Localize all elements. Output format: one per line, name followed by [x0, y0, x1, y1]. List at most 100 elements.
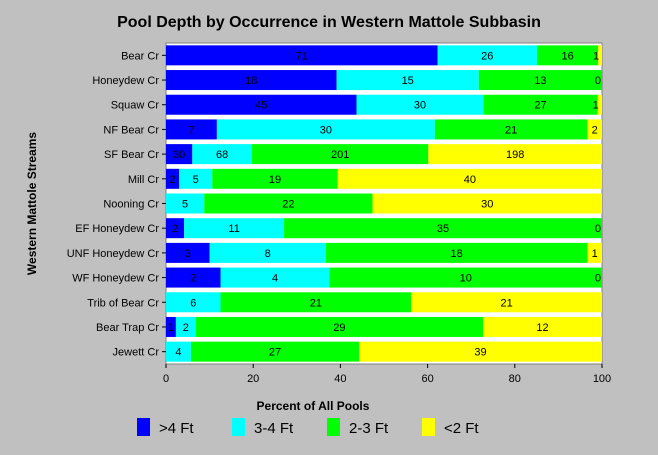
bar-segment [166, 292, 221, 313]
bar-segment [587, 119, 602, 140]
data-label: 16 [561, 50, 573, 62]
data-label: 30 [481, 199, 493, 211]
data-label: 1 [593, 50, 599, 62]
data-label: 2 [592, 124, 598, 136]
bar-segment [434, 119, 588, 140]
bar-segment [220, 267, 330, 288]
legend-swatch [137, 418, 150, 436]
x-tick-label: 60 [421, 373, 433, 385]
bar-segment [216, 119, 435, 140]
category-label: NF Bear Cr [103, 124, 159, 136]
data-label: 6 [190, 297, 196, 309]
category-label: Bear Cr [121, 50, 159, 62]
bar-segment [166, 144, 193, 165]
data-label: 0 [595, 75, 601, 87]
bar-segment [598, 45, 602, 66]
category-label: Trib of Bear Cr [87, 297, 159, 309]
bar-segment [204, 193, 373, 214]
bar-segment [428, 144, 602, 165]
category-labels: Bear Cr Honeydew Cr Squaw Cr NF Bear Cr SF B… [67, 50, 166, 359]
bar-segment [483, 94, 598, 115]
x-tick-label: 0 [163, 373, 169, 385]
data-label: 2 [172, 223, 178, 235]
bar-segment [179, 168, 213, 189]
data-label: 22 [282, 199, 294, 211]
legend-label: 3-4 Ft [254, 420, 294, 437]
data-label: 10 [460, 273, 472, 285]
data-label: 12 [536, 322, 548, 334]
bar-segment [329, 267, 602, 288]
category-label: EF Honeydew Cr [75, 223, 159, 235]
data-label: 40 [464, 174, 476, 186]
bar-segment [478, 70, 602, 91]
bar-segment [483, 316, 602, 337]
data-label: 30 [173, 149, 185, 161]
data-label: 2 [183, 322, 189, 334]
category-label: Nooning Cr [103, 199, 159, 211]
bar-segment [284, 218, 602, 239]
bar-segment [372, 193, 602, 214]
data-label: 5 [182, 199, 188, 211]
data-label: 4 [175, 347, 181, 359]
x-axis-label: Percent of All Pools [257, 399, 370, 413]
data-label: 0 [595, 223, 601, 235]
bar-segment [192, 144, 252, 165]
data-label: 21 [505, 124, 517, 136]
category-label: Mill Cr [128, 174, 159, 186]
bar-segment [536, 45, 599, 66]
bar-segment [166, 218, 185, 239]
bar-segment [166, 341, 191, 362]
data-label: 4 [272, 273, 278, 285]
data-label: 1 [168, 322, 174, 334]
data-label: 11 [228, 223, 239, 235]
data-label: 1 [593, 100, 599, 112]
data-label: 5 [193, 174, 199, 186]
bar-segment [166, 193, 205, 214]
data-label: 1 [592, 248, 598, 260]
chart-title: Pool Depth by Occurrence in Western Matt… [117, 14, 541, 31]
category-label: SF Bear Cr [104, 149, 159, 161]
data-label: 15 [402, 75, 414, 87]
bar-segment [209, 242, 326, 263]
category-label: Jewett Cr [113, 347, 160, 359]
bar-segment [356, 94, 484, 115]
data-label: 39 [474, 347, 486, 359]
data-label: 2 [190, 273, 196, 285]
data-label: 27 [534, 100, 546, 112]
bar-segment [437, 45, 537, 66]
bar-segment [166, 119, 217, 140]
legend-swatch [327, 418, 340, 436]
data-label: 68 [216, 149, 228, 161]
bar-segment [166, 70, 337, 91]
data-label: 201 [331, 149, 349, 161]
data-label: 18 [451, 248, 463, 260]
data-label: 2 [170, 174, 176, 186]
bar-segment [166, 168, 180, 189]
data-label: 45 [255, 100, 267, 112]
bar-segment [337, 168, 602, 189]
bar-segment [166, 45, 438, 66]
data-label: 27 [269, 347, 281, 359]
bar-segment [190, 341, 360, 362]
category-label: Honeydew Cr [92, 75, 159, 87]
data-label: 8 [265, 248, 271, 260]
y-axis-label: Western Mattole Streams [25, 132, 39, 275]
legend-label: >4 Ft [159, 420, 194, 437]
data-label: 29 [333, 322, 345, 334]
bar-segment [587, 242, 602, 263]
category-label: Squaw Cr [111, 100, 160, 112]
x-ticks: 0 20 40 60 80 100 [163, 364, 611, 385]
category-label: UNF Honeydew Cr [67, 248, 160, 260]
bar-segment [166, 267, 221, 288]
data-label: 30 [320, 124, 332, 136]
data-label: 35 [437, 223, 449, 235]
category-label: WF Honeydew Cr [72, 273, 159, 285]
legend: >4 Ft 3-4 Ft 2-3 Ft <2 Ft [137, 418, 479, 437]
data-label: 13 [534, 75, 546, 87]
bar-segment [212, 168, 338, 189]
x-tick-label: 100 [593, 373, 611, 385]
x-tick-label: 20 [247, 373, 259, 385]
bar-segment [220, 292, 412, 313]
bar-segment [411, 292, 602, 313]
